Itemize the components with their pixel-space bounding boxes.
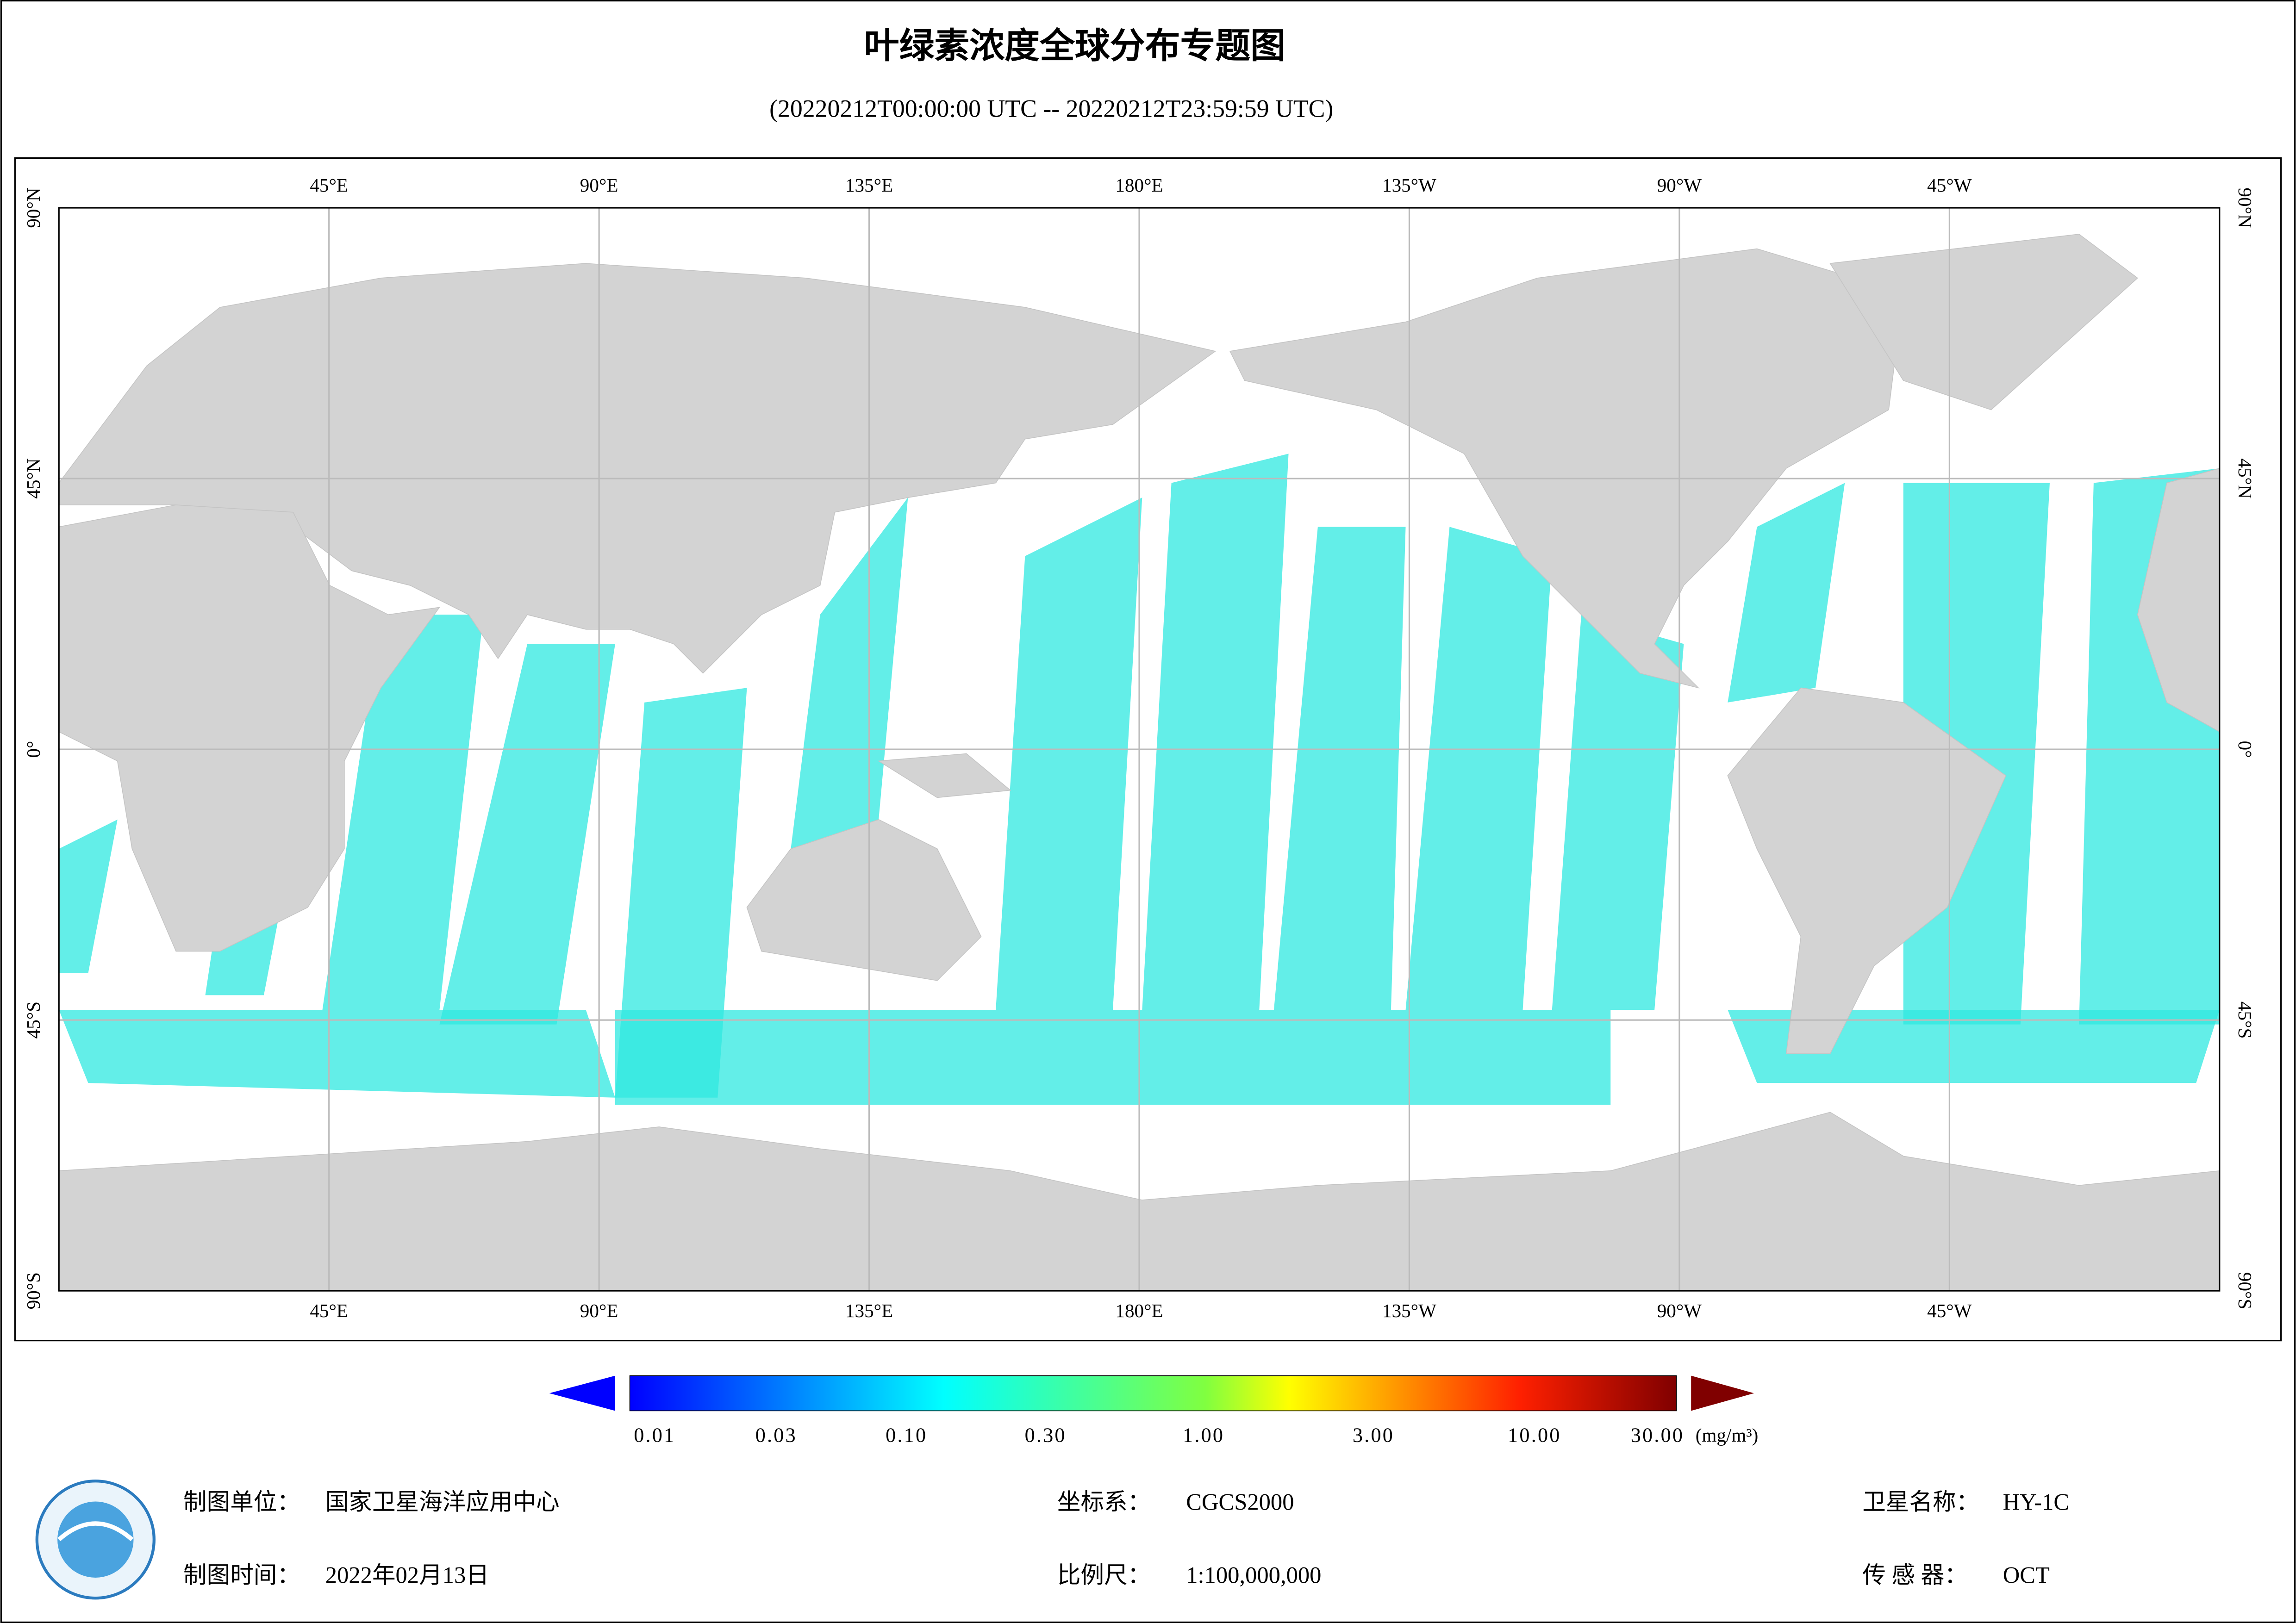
graticule: [59, 208, 2220, 1291]
latitude-label-left: 90°S: [23, 1272, 44, 1309]
latitude-label-left: 45°S: [23, 1001, 44, 1038]
colorbar-tick-label: 0.01: [634, 1424, 675, 1447]
longitude-label-bottom: 180°E: [1115, 1300, 1163, 1321]
longitude-label-bottom: 45°E: [310, 1300, 348, 1321]
longitude-label-top: 180°E: [1115, 174, 1163, 196]
latitude-label-right: 0°: [2234, 741, 2256, 758]
footer-label: 卫星名称：: [1862, 1489, 1979, 1515]
longitude-label-bottom: 135°W: [1382, 1300, 1436, 1321]
longitude-label-top: 90°E: [580, 174, 618, 196]
longitude-label-top: 135°E: [845, 174, 893, 196]
longitude-label-top: 45°E: [310, 174, 348, 196]
colorbar-tick-label: 30.00: [1631, 1424, 1684, 1447]
longitude-label-bottom: 135°E: [845, 1300, 893, 1321]
longitude-label-top: 90°W: [1657, 174, 1702, 196]
longitude-label-bottom: 90°E: [580, 1300, 618, 1321]
logo: [35, 1480, 156, 1600]
subtitle: (20220212T00:00:00 UTC -- 20220212T23:59…: [769, 95, 1333, 123]
longitude-label-bottom: 90°W: [1657, 1300, 1702, 1321]
latitude-label-right: 45°S: [2234, 1001, 2256, 1038]
longitude-label-bottom: 45°W: [1927, 1300, 1972, 1321]
footer-label: 制图时间：: [183, 1562, 300, 1588]
footer-label: 制图单位：: [183, 1489, 300, 1515]
footer-value: HY-1C: [2003, 1489, 2069, 1515]
footer-label: 坐标系：: [1057, 1489, 1151, 1515]
map-border: [58, 207, 2221, 1292]
colorbar-tick-label: 3.00: [1353, 1424, 1394, 1447]
colorbar-tick-label: 0.30: [1025, 1424, 1067, 1447]
colorbar-unit: (mg/m³): [1696, 1424, 1759, 1446]
map: [58, 207, 2221, 1292]
footer-value: OCT: [2003, 1562, 2050, 1588]
footer-label: 传 感 器：: [1862, 1562, 1968, 1588]
latitude-label-left: 0°: [23, 741, 44, 758]
map-frame: [14, 157, 2282, 1342]
latitude-label-right: 90°N: [2234, 187, 2256, 228]
title: 叶绿素浓度全球分布专题图: [864, 27, 1286, 66]
colorbar-tick-label: 10.00: [1508, 1424, 1561, 1447]
latitude-label-left: 45°N: [23, 458, 44, 498]
colorbar: [629, 1375, 1677, 1412]
footer-label: 比例尺：: [1057, 1562, 1151, 1588]
longitude-label-top: 45°W: [1927, 174, 1972, 196]
colorbar-under: [549, 1375, 615, 1411]
footer-value: 2022年02月13日: [325, 1562, 489, 1588]
footer-value: 1:100,000,000: [1186, 1562, 1321, 1588]
latitude-label-right: 90°S: [2234, 1272, 2256, 1309]
colorbar-tick-label: 0.10: [886, 1424, 927, 1447]
latitude-label-right: 45°N: [2234, 458, 2256, 498]
latitude-label-left: 90°N: [23, 187, 44, 228]
colorbar-tick-label: 0.03: [755, 1424, 797, 1447]
footer-value: 国家卫星海洋应用中心: [325, 1489, 560, 1515]
longitude-label-top: 135°W: [1382, 174, 1436, 196]
footer-value: CGCS2000: [1186, 1489, 1294, 1515]
colorbar-tick-label: 1.00: [1183, 1424, 1224, 1447]
colorbar-over: [1691, 1375, 1754, 1411]
